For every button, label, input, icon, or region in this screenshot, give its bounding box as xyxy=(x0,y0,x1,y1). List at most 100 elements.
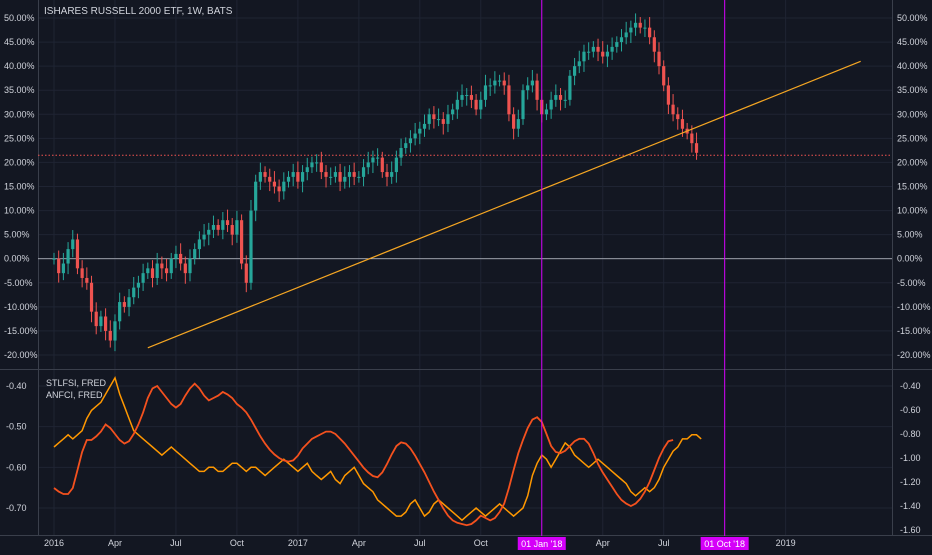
candle-body[interactable] xyxy=(75,239,80,269)
candle-body[interactable] xyxy=(512,114,516,129)
candle-body[interactable] xyxy=(390,172,394,177)
candle-body[interactable] xyxy=(343,176,347,182)
candle-body[interactable] xyxy=(89,282,94,312)
candle-body[interactable] xyxy=(324,172,328,177)
candle-body[interactable] xyxy=(127,297,131,307)
candle-body[interactable] xyxy=(366,162,370,168)
candle-body[interactable] xyxy=(150,268,155,278)
candle-body[interactable] xyxy=(652,37,656,52)
candle-body[interactable] xyxy=(558,95,563,100)
candle-body[interactable] xyxy=(596,46,600,52)
candle-body[interactable] xyxy=(347,172,352,177)
candle-body[interactable] xyxy=(413,133,417,139)
candle-body[interactable] xyxy=(376,157,380,159)
candle-body[interactable] xyxy=(469,95,474,100)
candle-body[interactable] xyxy=(507,85,511,115)
candle-body[interactable] xyxy=(465,95,469,97)
candle-body[interactable] xyxy=(441,119,445,124)
candle-body[interactable] xyxy=(408,138,413,144)
candle-body[interactable] xyxy=(601,51,605,57)
candle-body[interactable] xyxy=(638,22,642,28)
candle-body[interactable] xyxy=(141,273,145,283)
candle-body[interactable] xyxy=(587,51,591,53)
legend-stlfsi[interactable]: STLFSI, FRED xyxy=(46,378,107,388)
candle-body[interactable] xyxy=(502,80,506,86)
candle-body[interactable] xyxy=(690,133,694,144)
candle-body[interactable] xyxy=(315,162,319,164)
legend-anfci[interactable]: ANFCI, FRED xyxy=(46,390,103,400)
candle-body[interactable] xyxy=(183,263,187,274)
candle-body[interactable] xyxy=(235,220,239,235)
candle-body[interactable] xyxy=(385,172,389,177)
candle-body[interactable] xyxy=(291,172,295,177)
candle-body[interactable] xyxy=(296,172,300,182)
candle-body[interactable] xyxy=(479,99,483,110)
candle-body[interactable] xyxy=(643,27,647,29)
candle-body[interactable] xyxy=(629,27,633,33)
candle-body[interactable] xyxy=(662,66,666,86)
candle-body[interactable] xyxy=(268,176,272,182)
candle-body[interactable] xyxy=(591,46,595,52)
candle-body[interactable] xyxy=(258,172,262,182)
candle-body[interactable] xyxy=(57,258,61,274)
candle-body[interactable] xyxy=(460,95,464,100)
candle-body[interactable] xyxy=(451,109,455,115)
candle-body[interactable] xyxy=(568,75,572,100)
candle-body[interactable] xyxy=(286,176,291,182)
candle-body[interactable] xyxy=(132,287,136,298)
candle-body[interactable] xyxy=(624,32,628,38)
anfci-line[interactable] xyxy=(53,382,674,527)
candle-body[interactable] xyxy=(66,249,70,264)
candle-body[interactable] xyxy=(113,321,117,341)
candle-body[interactable] xyxy=(436,119,441,121)
candle-body[interactable] xyxy=(240,220,244,264)
candle-body[interactable] xyxy=(207,229,211,235)
candle-body[interactable] xyxy=(94,311,98,327)
candle-body[interactable] xyxy=(380,157,384,173)
candle-body[interactable] xyxy=(99,316,103,327)
trendline[interactable] xyxy=(147,60,861,349)
candle-body[interactable] xyxy=(174,253,178,259)
candle-body[interactable] xyxy=(193,249,197,259)
candle-body[interactable] xyxy=(418,128,422,134)
candle-body[interactable] xyxy=(404,143,408,148)
candle-body[interactable] xyxy=(694,143,699,153)
candle-body[interactable] xyxy=(160,263,164,269)
candle-body[interactable] xyxy=(211,225,216,230)
candle-body[interactable] xyxy=(549,99,553,110)
candle-body[interactable] xyxy=(164,268,169,274)
candle-body[interactable] xyxy=(254,181,258,211)
candle-body[interactable] xyxy=(230,225,234,235)
candle-body[interactable] xyxy=(488,85,492,87)
candle-body[interactable] xyxy=(493,80,497,86)
candle-body[interactable] xyxy=(422,123,427,129)
candle-body[interactable] xyxy=(455,99,459,110)
candle-body[interactable] xyxy=(169,258,173,274)
candle-body[interactable] xyxy=(657,51,661,67)
candle-body[interactable] xyxy=(108,330,112,341)
candle-body[interactable] xyxy=(80,268,84,278)
candle-body[interactable] xyxy=(361,167,366,177)
candle-body[interactable] xyxy=(544,109,549,115)
candle-body[interactable] xyxy=(338,172,342,182)
candle-body[interactable] xyxy=(71,239,75,250)
candle-body[interactable] xyxy=(272,181,277,187)
candle-body[interactable] xyxy=(446,114,450,124)
candle-body[interactable] xyxy=(676,114,680,120)
candle-body[interactable] xyxy=(615,42,619,47)
candle-body[interactable] xyxy=(216,225,220,230)
candle-body[interactable] xyxy=(483,85,488,100)
candle-body[interactable] xyxy=(277,186,281,192)
candle-body[interactable] xyxy=(526,85,530,91)
candle-body[interactable] xyxy=(329,176,333,178)
candle-body[interactable] xyxy=(671,104,675,115)
candle-body[interactable] xyxy=(118,302,122,322)
candle-body[interactable] xyxy=(516,119,520,129)
candle-body[interactable] xyxy=(244,263,248,283)
stlfsi-line[interactable] xyxy=(53,376,702,522)
candle-body[interactable] xyxy=(136,282,141,288)
candle-body[interactable] xyxy=(554,95,558,100)
candle-body[interactable] xyxy=(52,258,56,260)
candle-body[interactable] xyxy=(563,99,567,101)
